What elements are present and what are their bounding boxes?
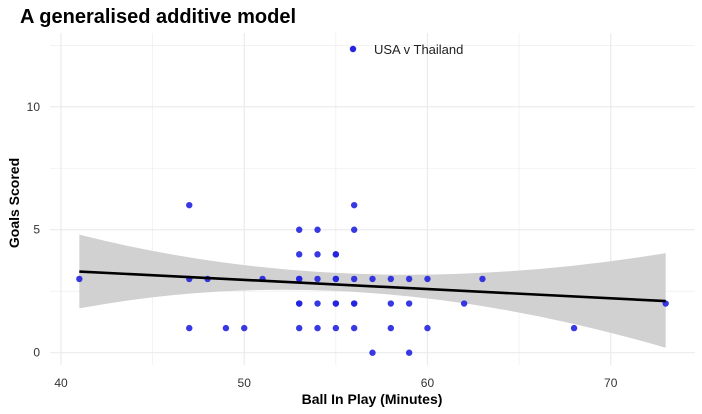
x-tick-label: 60 xyxy=(421,376,435,390)
data-point xyxy=(296,300,303,307)
data-point xyxy=(350,324,358,332)
data-point xyxy=(296,251,303,258)
fit-line-group xyxy=(79,270,666,303)
data-point xyxy=(314,324,321,332)
data-point xyxy=(387,300,395,307)
y-axis-ticks: 0 5 10 xyxy=(27,100,41,360)
data-point xyxy=(296,324,303,332)
x-axis-label: Ball In Play (Minutes) xyxy=(302,391,443,407)
data-point xyxy=(405,349,413,356)
data-point xyxy=(222,324,230,332)
data-point xyxy=(369,275,376,283)
data-point xyxy=(350,275,358,283)
data-point xyxy=(314,300,321,307)
legend-marker xyxy=(349,45,357,53)
x-tick-label: 40 xyxy=(54,376,68,390)
x-tick-label: 50 xyxy=(238,376,252,390)
data-point xyxy=(332,300,340,307)
data-point xyxy=(314,275,321,283)
data-point xyxy=(350,226,358,233)
legend-label: USA v Thailand xyxy=(374,42,463,57)
data-point xyxy=(186,201,193,209)
confidence-ribbon-group xyxy=(79,234,666,348)
data-point xyxy=(424,275,431,283)
data-point xyxy=(332,324,340,332)
x-tick-label: 70 xyxy=(604,376,618,390)
data-point xyxy=(387,324,395,332)
data-point xyxy=(296,226,303,233)
data-point xyxy=(460,300,468,307)
data-point xyxy=(405,300,413,307)
x-axis-ticks: 40 50 60 70 xyxy=(54,376,617,390)
chart-title: A generalised additive model xyxy=(20,6,296,28)
data-point xyxy=(296,275,303,283)
data-point xyxy=(332,251,340,258)
data-point xyxy=(350,201,358,209)
data-point xyxy=(387,275,395,283)
data-points xyxy=(76,201,669,356)
data-point xyxy=(314,251,321,258)
y-tick-label: 10 xyxy=(27,100,41,114)
data-point xyxy=(479,275,486,283)
data-point xyxy=(76,275,83,283)
y-tick-label: 5 xyxy=(33,223,40,237)
data-point xyxy=(405,275,413,283)
confidence-ribbon xyxy=(79,234,666,348)
legend: USA v Thailand xyxy=(349,42,463,57)
data-point xyxy=(369,349,376,356)
fit-line xyxy=(79,270,666,303)
data-point xyxy=(241,324,248,332)
y-axis-label: Goals Scored xyxy=(6,158,22,248)
y-tick-label: 0 xyxy=(33,346,40,360)
data-point xyxy=(332,275,340,283)
data-point xyxy=(424,324,431,332)
data-point xyxy=(350,300,358,307)
data-point xyxy=(186,324,193,332)
data-point xyxy=(314,226,321,233)
data-point xyxy=(570,324,578,332)
